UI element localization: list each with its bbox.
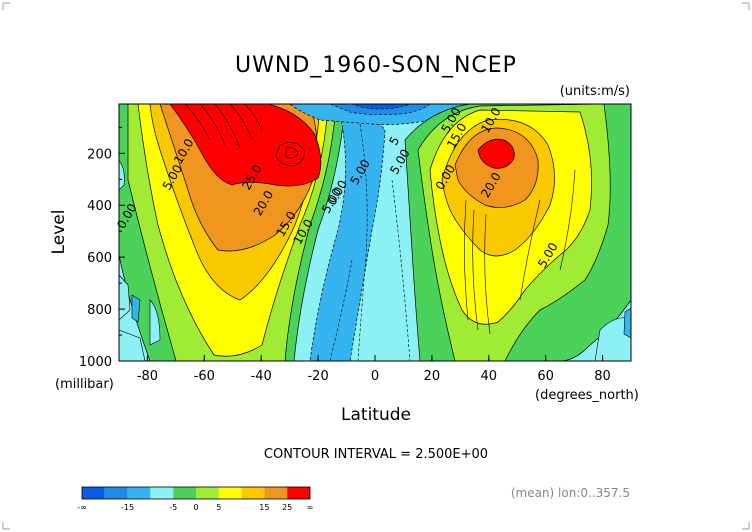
x-tick-label: 80 bbox=[594, 369, 611, 384]
colorbar-frame bbox=[81, 486, 311, 500]
x-tick-label: 60 bbox=[537, 369, 554, 384]
x-tick-label: -20 bbox=[307, 369, 328, 384]
colorbar-label: 5 bbox=[216, 503, 221, 512]
x-tick-label: -40 bbox=[251, 369, 272, 384]
y-tick-label: 800 bbox=[87, 303, 112, 318]
colorbar-label: -5 bbox=[169, 503, 177, 512]
band-center-neg5 bbox=[309, 113, 386, 361]
x-units-label: (degrees_north) bbox=[535, 388, 639, 403]
colorbar-swatch bbox=[173, 487, 196, 499]
dashed-center bbox=[329, 123, 411, 361]
colorbar-labels: -∞ -15 -5 0 5 15 25 ∞ bbox=[77, 503, 313, 512]
lines-nh bbox=[464, 169, 576, 335]
colorbar-swatch bbox=[196, 487, 219, 499]
x-tick-label: 0 bbox=[371, 369, 379, 384]
edge-patch-right bbox=[594, 317, 631, 361]
colorbar-swatch bbox=[82, 487, 105, 499]
band-nh-25 bbox=[477, 138, 515, 169]
colorbar-label: 25 bbox=[282, 503, 292, 512]
colorbar-swatch bbox=[264, 487, 288, 499]
plot-area bbox=[119, 104, 631, 361]
edge-patch-right-blue bbox=[623, 307, 631, 339]
y-tick-label: 400 bbox=[87, 199, 112, 214]
colorbar-swatch bbox=[104, 487, 128, 499]
edge-patch-left bbox=[119, 159, 131, 321]
colorbar-label: ∞ bbox=[307, 503, 314, 512]
colorbar-swatch bbox=[218, 487, 242, 499]
colorbar-label: 15 bbox=[259, 503, 269, 512]
y-tick-label: 600 bbox=[87, 251, 112, 266]
colorbar-label: -15 bbox=[121, 503, 134, 512]
colorbar-label: 0 bbox=[193, 503, 198, 512]
colorbar bbox=[81, 486, 311, 500]
x-axis: -80 -60 -40 -20 0 20 40 60 80 bbox=[137, 355, 611, 384]
units-label: (units:m/s) bbox=[560, 84, 630, 99]
band-top-neg15 bbox=[351, 104, 411, 110]
x-tick-label: 20 bbox=[424, 369, 441, 384]
y-axis: 200 400 600 800 1000 bbox=[79, 126, 125, 370]
y-tick-label: 1000 bbox=[79, 355, 112, 370]
y-tick-label: 200 bbox=[87, 147, 112, 162]
contour-interval-label: CONTOUR INTERVAL = 2.500E+00 bbox=[264, 447, 488, 462]
lines-sh-top bbox=[184, 104, 263, 149]
x-tick-label: -60 bbox=[194, 369, 215, 384]
x-tick-label: 40 bbox=[481, 369, 498, 384]
x-tick-label: -80 bbox=[137, 369, 158, 384]
colorbar-swatch bbox=[241, 487, 265, 499]
colorbar-swatch bbox=[150, 487, 174, 499]
footer-note: (mean) lon:0..357.5 bbox=[511, 486, 630, 500]
colorbar-swatch bbox=[127, 487, 151, 499]
colorbar-swatch bbox=[287, 487, 310, 499]
y-units-label: (millibar) bbox=[55, 377, 114, 392]
edge-patch-left-bottom bbox=[119, 299, 161, 361]
y-axis-title: Level bbox=[49, 210, 69, 255]
band-top-neg10 bbox=[329, 104, 431, 115]
colorbar-label: -∞ bbox=[77, 503, 87, 512]
chart-title: UWND_1960-SON_NCEP bbox=[235, 53, 517, 78]
x-axis-title: Latitude bbox=[341, 405, 411, 425]
band-sh-25 bbox=[169, 104, 322, 187]
edge-patch-left-blue bbox=[131, 294, 141, 323]
core-sh bbox=[275, 142, 305, 167]
